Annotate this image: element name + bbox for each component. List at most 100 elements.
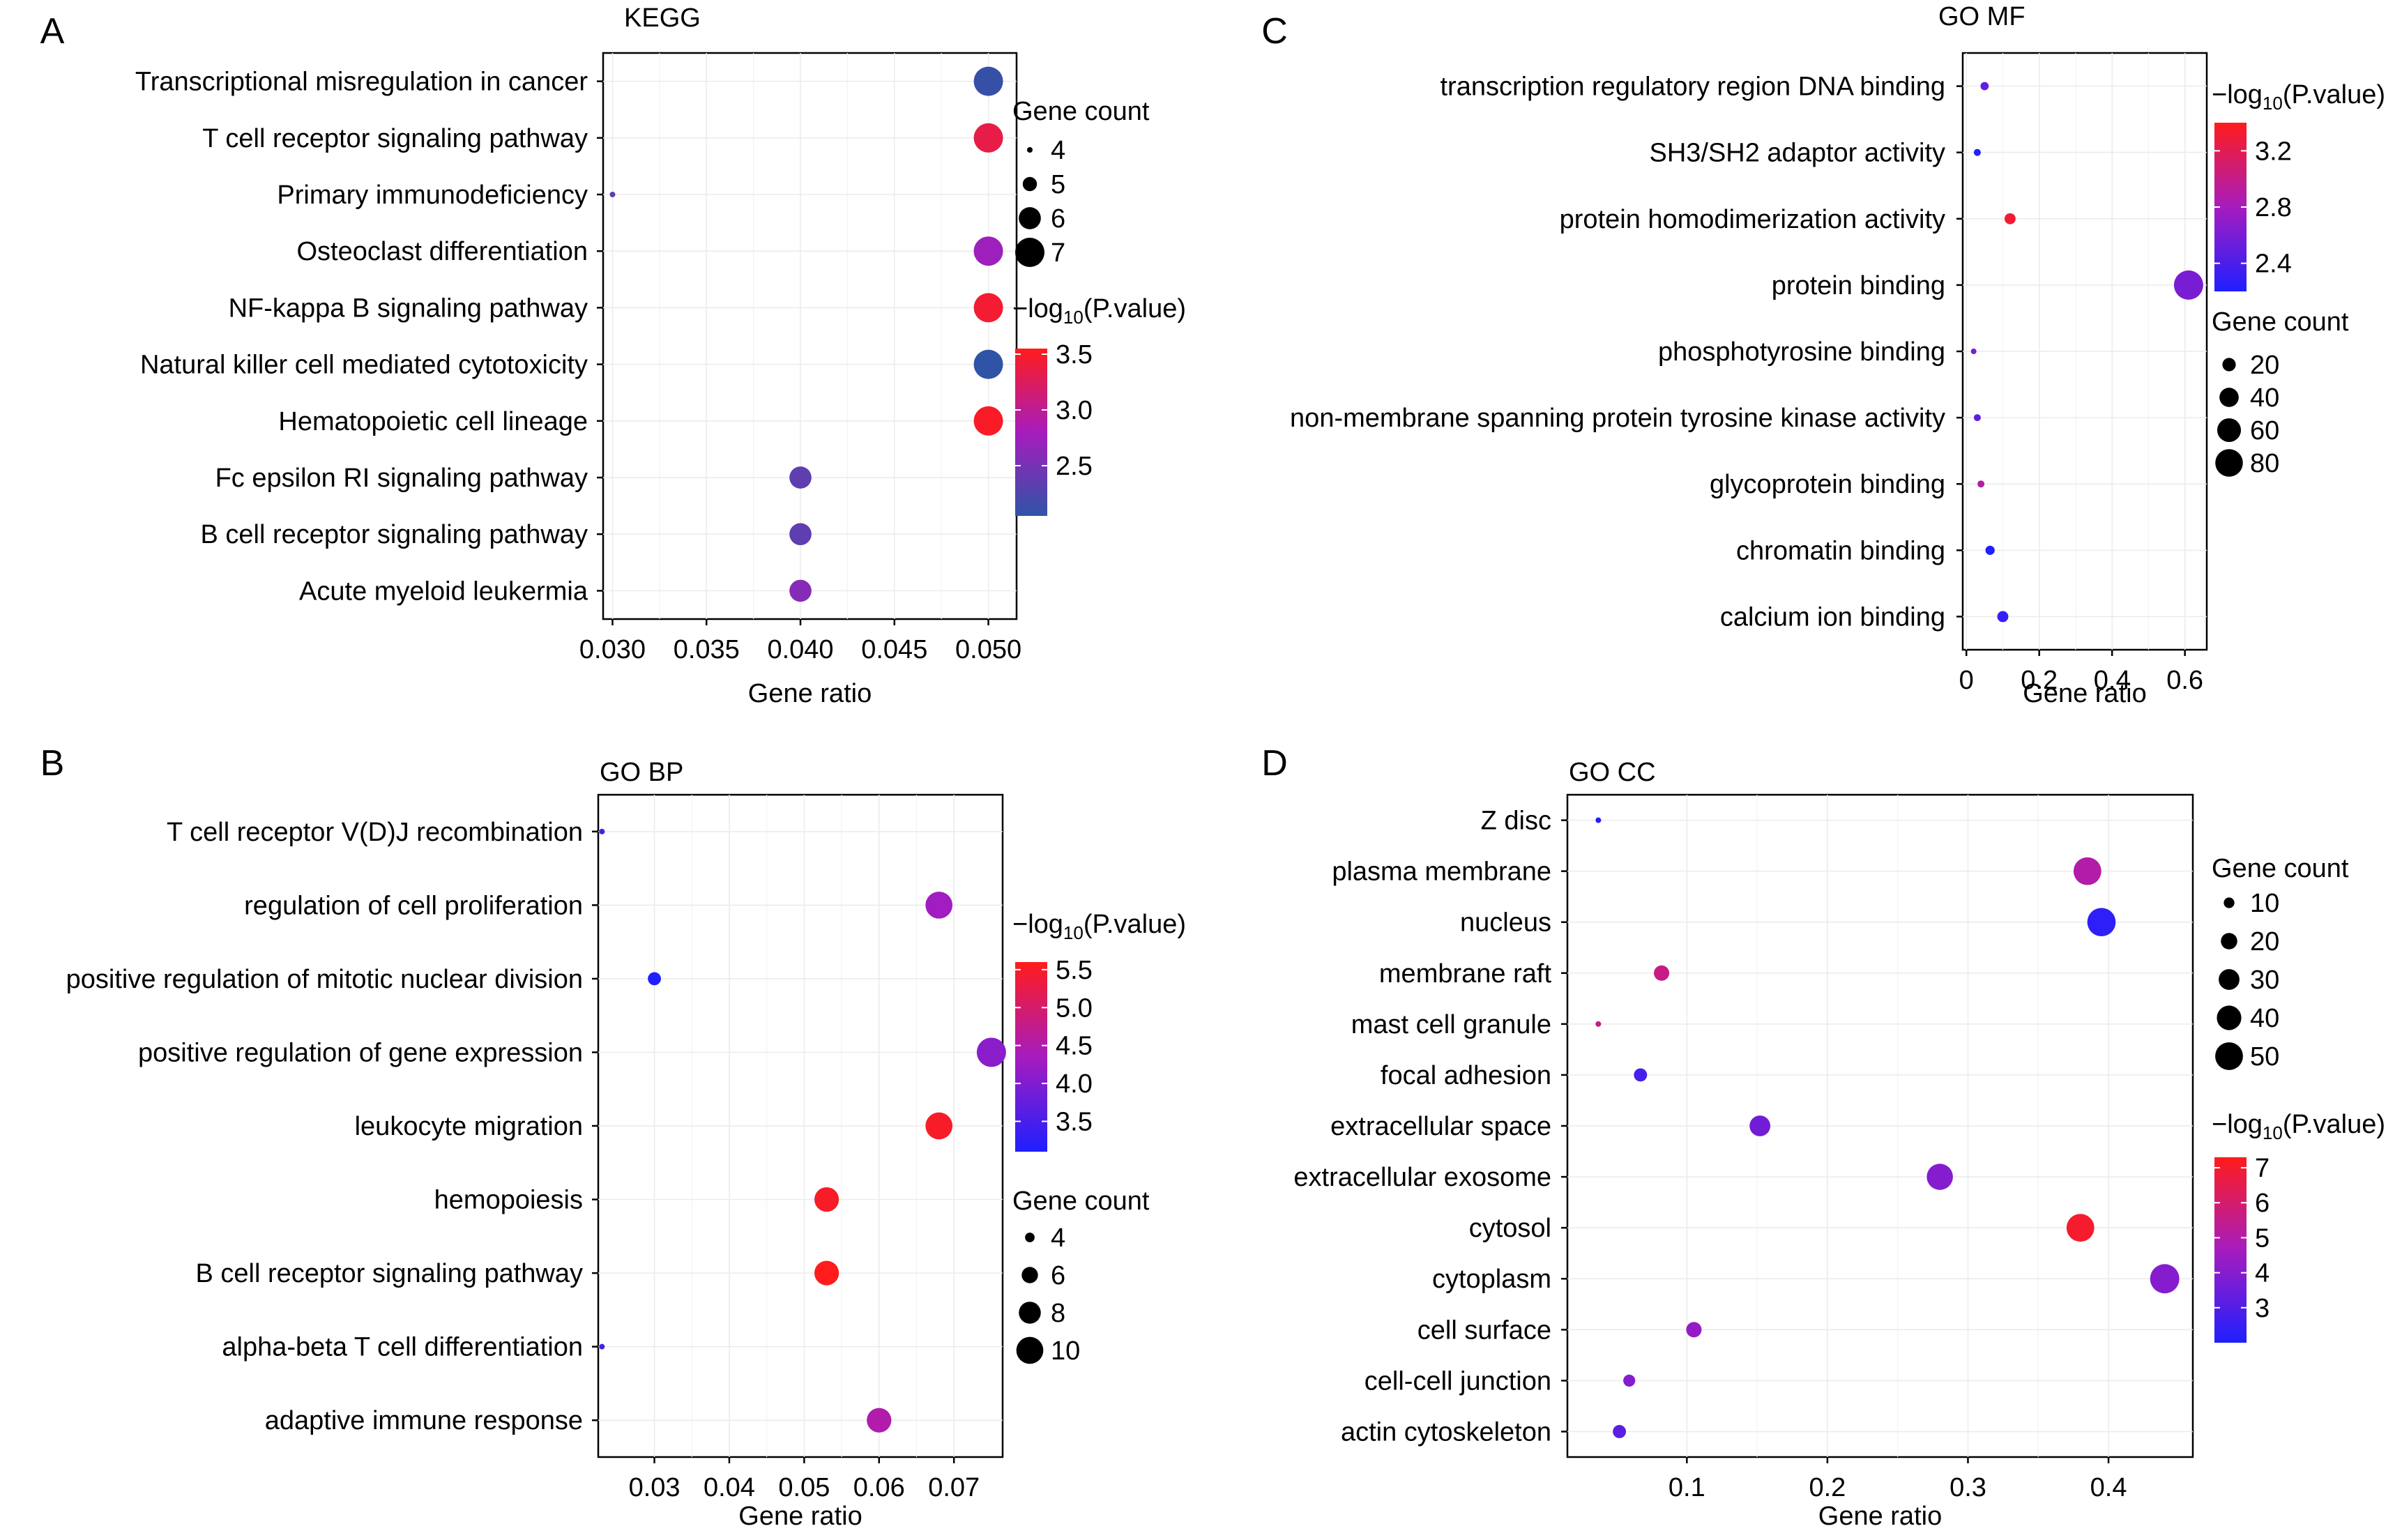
colorbar-label: 5.5 xyxy=(1056,956,1093,985)
panel-letter: B xyxy=(40,743,65,784)
point xyxy=(976,1037,1006,1067)
size-legend-label: 20 xyxy=(2250,351,2279,380)
point xyxy=(1623,1374,1636,1387)
y-tick-label: protein homodimerization activity xyxy=(1560,205,1945,234)
point xyxy=(1970,349,1977,354)
point xyxy=(599,1343,605,1350)
size-legend: Gene count 20 40 60 80 xyxy=(2212,307,2349,478)
point xyxy=(925,1112,953,1140)
y-tick-label: Transcriptional misregulation in cancer xyxy=(135,68,588,97)
color-legend-title: −log10(P.value) xyxy=(1012,294,1186,328)
size-legend-title: Gene count xyxy=(1012,97,1150,126)
gridlines xyxy=(1963,53,2207,650)
size-legend-label: 10 xyxy=(2250,889,2279,918)
size-legend-dot xyxy=(2217,418,2242,443)
y-tick-label: cell-cell junction xyxy=(1365,1366,1551,1396)
point xyxy=(814,1260,839,1286)
y-tick-label: nucleus xyxy=(1460,908,1551,938)
panel-letter: A xyxy=(40,11,65,52)
x-axis: 0.1 0.2 0.3 0.4 xyxy=(1669,1457,2127,1502)
colorbar xyxy=(1015,349,1047,516)
colorbar-label: 3.2 xyxy=(2255,137,2292,166)
size-legend-label: 5 xyxy=(1051,170,1065,199)
colorbar-label: 3.0 xyxy=(1056,396,1093,425)
colorbar-label: 3.5 xyxy=(1056,340,1093,369)
y-tick-label: cytosol xyxy=(1469,1214,1551,1243)
color-legend-title: −log10(P.value) xyxy=(1012,910,1186,943)
x-tick-label: 0.030 xyxy=(579,635,646,664)
point xyxy=(1926,1164,1953,1190)
size-legend-title: Gene count xyxy=(2212,854,2349,883)
colorbar-label: 2.5 xyxy=(1056,452,1093,481)
y-tick-label: leukocyte migration xyxy=(355,1112,583,1141)
size-legend-label: 20 xyxy=(2250,927,2279,956)
y-tick-label: T cell receptor signaling pathway xyxy=(202,124,588,153)
y-tick-label: Z disc xyxy=(1481,807,1551,836)
point xyxy=(867,1408,892,1433)
size-legend-label: 40 xyxy=(2250,383,2279,413)
size-legend-label: 4 xyxy=(1051,136,1065,165)
x-axis: 0.030 0.035 0.040 0.045 0.050 xyxy=(579,619,1021,664)
point xyxy=(1977,480,1985,488)
x-axis: 0.03 0.04 0.05 0.06 0.07 xyxy=(629,1457,980,1502)
colorbar-label: 6 xyxy=(2255,1189,2270,1218)
y-axis: transcription regulatory region DNA bind… xyxy=(1290,73,1963,632)
x-axis-title: Gene ratio xyxy=(2023,679,2146,708)
size-legend-dot xyxy=(1022,176,1037,192)
y-tick-label: Fc epsilon RI signaling pathway xyxy=(215,464,588,493)
color-legend: −log10(P.value) 5.5 5.0 4.5 4.0 3.5 xyxy=(1012,910,1186,1152)
panel-c: C GO MF transcription regulatory region DN… xyxy=(1261,2,2385,708)
size-legend-dot xyxy=(2215,1042,2243,1070)
y-tick-label: glycoprotein binding xyxy=(1710,470,1945,499)
colorbar xyxy=(1015,962,1047,1152)
y-tick-label: cytoplasm xyxy=(1432,1265,1551,1294)
y-tick-label: mast cell granule xyxy=(1351,1010,1551,1039)
y-tick-label: actin cytoskeleton xyxy=(1341,1417,1551,1447)
x-tick-label: 0.04 xyxy=(704,1473,755,1502)
y-tick-label: NF-kappa B signaling pathway xyxy=(229,293,588,323)
point xyxy=(1595,1021,1602,1027)
panel-title: GO CC xyxy=(1569,758,1656,787)
y-tick-label: focal adhesion xyxy=(1381,1061,1551,1090)
size-legend-dot xyxy=(1025,1233,1035,1242)
color-legend: −log10(P.value) 3.2 2.8 2.4 xyxy=(2212,80,2385,291)
size-legend: Gene count 4 5 6 7 xyxy=(1012,97,1150,268)
point xyxy=(1980,82,1989,91)
size-legend-dot xyxy=(1019,207,1041,229)
point xyxy=(1595,817,1602,823)
x-tick-label: 0 xyxy=(1959,666,1974,695)
point xyxy=(1985,545,1995,555)
colorbar-label: 5 xyxy=(2255,1223,2270,1253)
x-tick-label: 0.3 xyxy=(1949,1473,1986,1502)
panel-a: A KEGG Transcriptional misregulation in ca… xyxy=(40,3,1186,708)
size-legend-dot xyxy=(1019,1302,1041,1324)
y-tick-label: cell surface xyxy=(1417,1316,1551,1345)
size-legend-label: 80 xyxy=(2250,449,2279,478)
y-tick-label: Hematopoietic cell lineage xyxy=(278,407,588,436)
y-tick-label: regulation of cell proliferation xyxy=(244,891,583,920)
x-tick-label: 0.1 xyxy=(1669,1473,1705,1502)
size-legend-dot xyxy=(2219,969,2240,990)
y-tick-label: phosphotyrosine binding xyxy=(1658,337,1945,367)
point xyxy=(973,236,1003,266)
y-tick-label: plasma membrane xyxy=(1332,857,1551,887)
point xyxy=(973,123,1003,153)
size-legend-title: Gene count xyxy=(2212,307,2349,337)
y-tick-label: protein binding xyxy=(1772,271,1945,300)
point xyxy=(1654,965,1670,981)
size-legend-dot xyxy=(2215,449,2243,477)
plot-frame xyxy=(602,52,1018,620)
x-tick-label: 0.050 xyxy=(955,635,1021,664)
y-axis: Z disc plasma membrane nucleus membrane raf… xyxy=(1293,807,1567,1447)
point xyxy=(1686,1322,1702,1338)
size-legend-label: 30 xyxy=(2250,966,2279,995)
point xyxy=(609,192,616,197)
size-legend-dot xyxy=(2222,358,2236,372)
x-tick-label: 0.4 xyxy=(2094,666,2131,695)
panel-letter: C xyxy=(1261,11,1288,52)
point xyxy=(1749,1115,1771,1136)
color-legend: −log10(P.value) 7 6 5 4 3 xyxy=(2212,1110,2385,1343)
x-tick-label: 0.045 xyxy=(861,635,927,664)
size-legend: Gene count 10 20 30 40 50 xyxy=(2212,854,2349,1072)
